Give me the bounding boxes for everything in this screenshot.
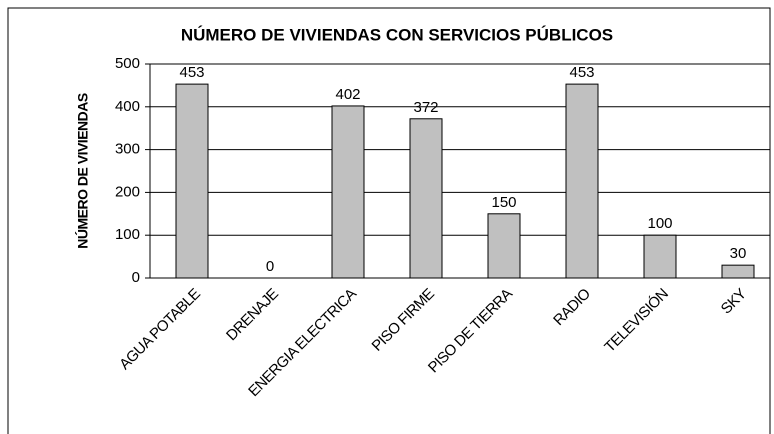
bar [175, 83, 209, 279]
data-label: 453 [569, 64, 594, 81]
y-tick-label: 0 [132, 269, 140, 286]
y-axis-label: NÚMERO DE VIVIENDAS [74, 93, 91, 249]
bar [487, 213, 521, 279]
bar [565, 83, 599, 279]
data-label: 100 [647, 215, 672, 232]
x-tick-label: PISO DE TIERRA [425, 285, 516, 376]
data-label: 402 [335, 86, 360, 103]
x-tick-label: SKY [718, 285, 750, 317]
y-tick-label: 400 [115, 98, 140, 115]
x-tick-label: RADIO [550, 286, 593, 329]
data-label: 150 [491, 194, 516, 211]
data-label: 0 [266, 258, 274, 275]
x-tick-label: AGUA POTABLE [116, 285, 204, 373]
y-tick-label: 200 [115, 183, 140, 200]
bar [331, 105, 365, 279]
y-tick-label: 500 [115, 55, 140, 72]
data-label: 453 [179, 64, 204, 81]
bar [409, 118, 443, 279]
bar [721, 264, 755, 279]
data-label: 372 [413, 99, 438, 116]
bar [643, 234, 677, 279]
chart-frame [7, 7, 771, 434]
x-tick-label: DRENAJE [223, 285, 282, 344]
y-tick-label: 300 [115, 141, 140, 158]
x-tick-label: PISO FIRME [369, 285, 438, 354]
data-label: 30 [730, 245, 747, 262]
chart-title: NÚMERO DE VIVIENDAS CON SERVICIOS PÚBLIC… [181, 25, 613, 44]
x-tick-label: TELEVISIÓN [601, 286, 671, 356]
y-tick-label: 100 [115, 226, 140, 243]
